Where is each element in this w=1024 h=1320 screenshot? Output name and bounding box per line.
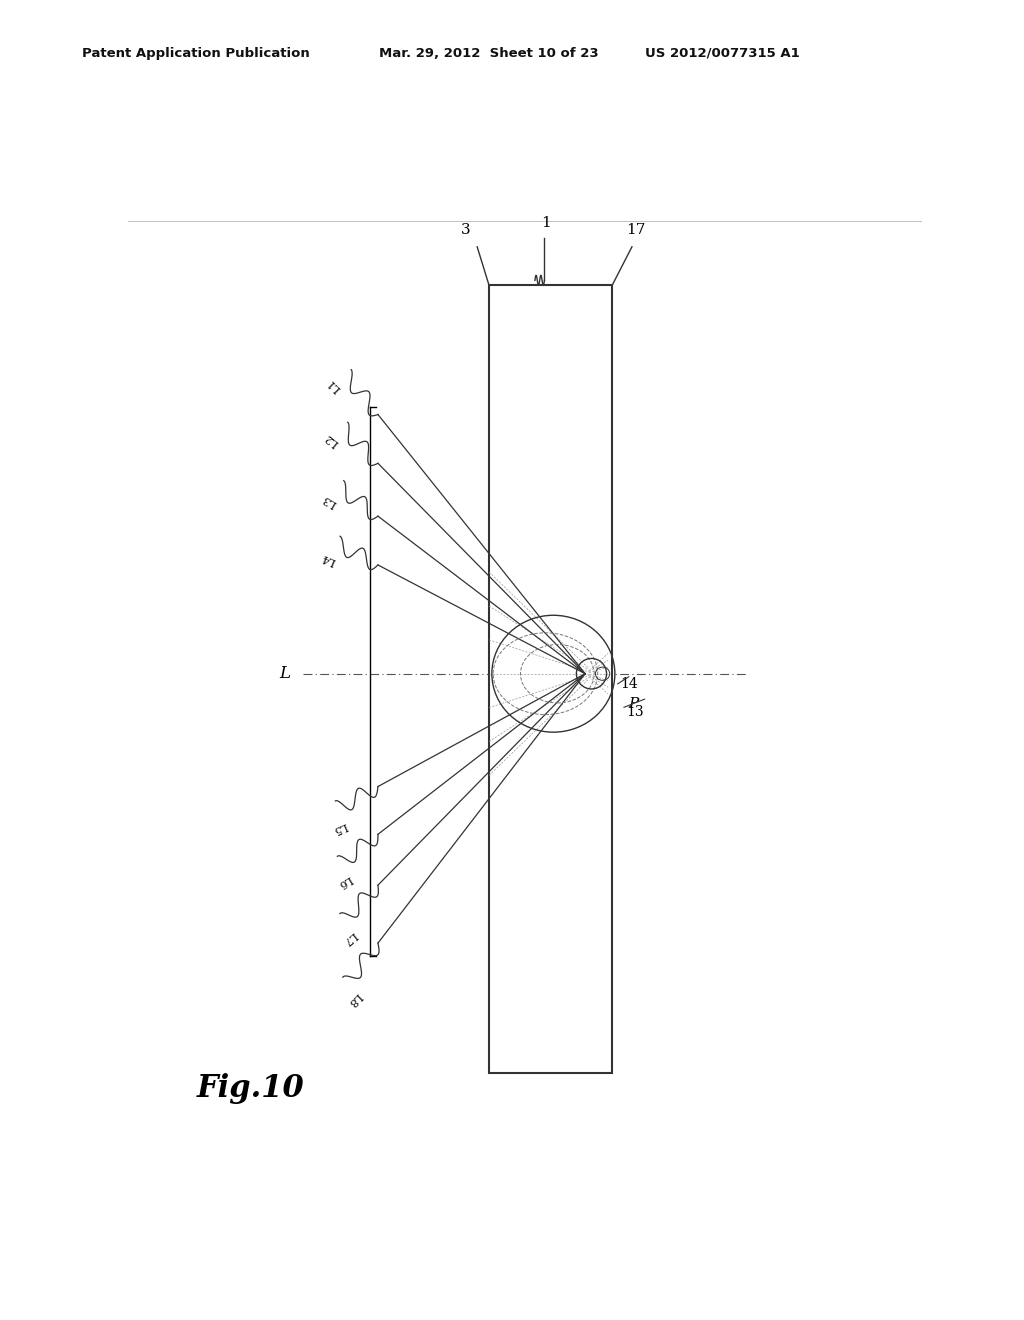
Text: Patent Application Publication: Patent Application Publication bbox=[82, 46, 309, 59]
Text: L5: L5 bbox=[331, 820, 348, 834]
Text: L4: L4 bbox=[319, 552, 337, 566]
Text: L: L bbox=[280, 665, 291, 682]
Text: Fig.10: Fig.10 bbox=[198, 1073, 305, 1104]
Text: L3: L3 bbox=[321, 492, 339, 508]
Text: 3: 3 bbox=[461, 223, 470, 236]
Text: L6: L6 bbox=[336, 874, 353, 890]
Text: US 2012/0077315 A1: US 2012/0077315 A1 bbox=[645, 46, 800, 59]
Text: 17: 17 bbox=[627, 223, 645, 236]
Text: 1: 1 bbox=[541, 215, 551, 230]
Text: 13: 13 bbox=[627, 705, 644, 719]
Text: L7: L7 bbox=[341, 929, 358, 946]
Text: Mar. 29, 2012  Sheet 10 of 23: Mar. 29, 2012 Sheet 10 of 23 bbox=[379, 46, 598, 59]
Bar bbox=[489, 285, 612, 1073]
Text: 14: 14 bbox=[620, 677, 638, 690]
Text: P: P bbox=[628, 697, 638, 711]
Text: L1: L1 bbox=[326, 376, 343, 393]
Text: L8: L8 bbox=[346, 991, 364, 1008]
Text: L2: L2 bbox=[323, 432, 341, 449]
